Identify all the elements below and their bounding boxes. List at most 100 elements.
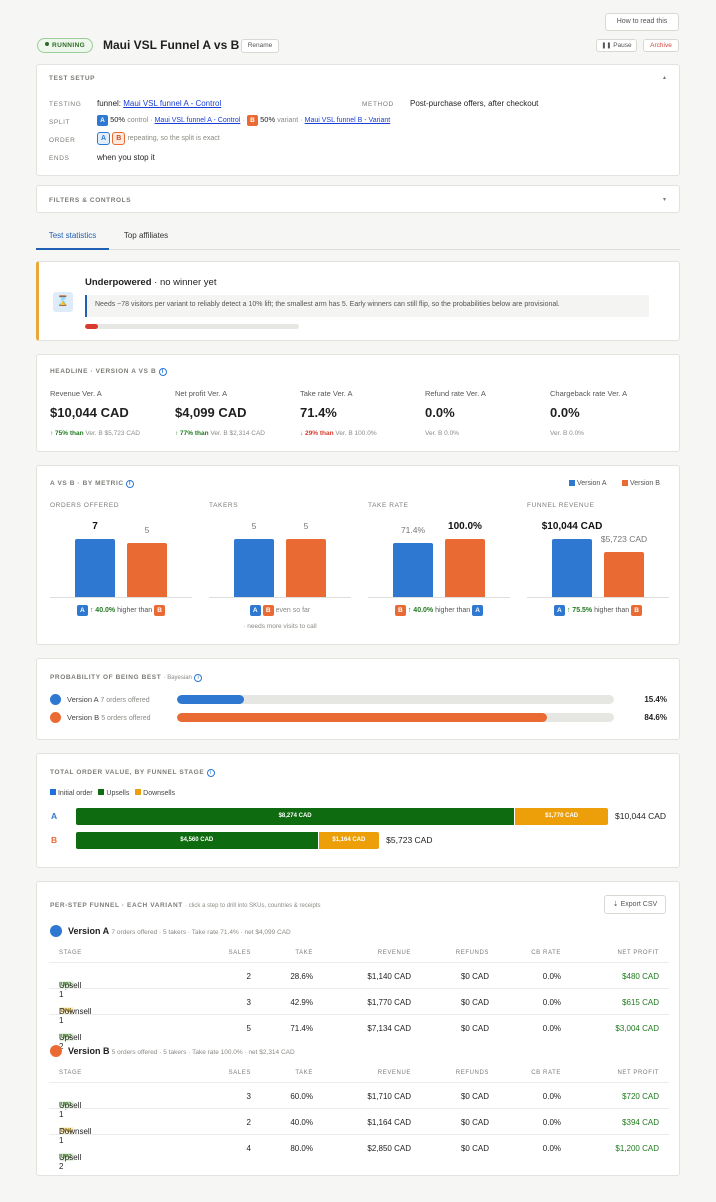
orders-offered: 5 orders offered xyxy=(101,715,151,722)
column-header: SALES xyxy=(228,1070,251,1076)
step-name: Upsell 1 xyxy=(59,1101,82,1119)
metric-group-title: TAKERS xyxy=(209,502,239,509)
filters-card[interactable]: FILTERS & CONTROLS ▾ xyxy=(36,185,680,213)
version-name: Version A xyxy=(67,695,99,704)
metric-label: Refund rate Ver. A xyxy=(425,389,486,398)
cell-take: 60.0% xyxy=(290,1092,313,1101)
cell-sales: 3 xyxy=(246,1092,251,1101)
download-icon: ⇣ xyxy=(612,901,619,908)
split-a-link[interactable]: Maui VSL funnel A - Control xyxy=(154,117,241,124)
info-icon[interactable]: i xyxy=(206,769,215,777)
info-icon[interactable]: i xyxy=(126,480,135,488)
how-to-read-button[interactable]: How to read this xyxy=(605,13,679,31)
info-icon[interactable]: i xyxy=(158,368,167,376)
cell-revenue: $1,710 CAD xyxy=(367,1092,411,1101)
version-dot xyxy=(50,925,62,937)
headline-heading-text: HEADLINE · VERSION A VS B xyxy=(50,368,157,375)
archive-button[interactable]: Archive xyxy=(643,39,679,52)
delta-reference: Ver. B 100.0% xyxy=(335,430,377,437)
collapse-icon[interactable]: ▴ xyxy=(663,75,667,81)
split-b-link[interactable]: Maui VSL funnel B - Variant xyxy=(304,117,391,124)
split-b-text: variant · xyxy=(277,117,303,124)
stage-total: $5,723 CAD xyxy=(386,835,433,845)
split-label: SPLIT xyxy=(49,119,71,126)
export-csv-button[interactable]: ⇣ Export CSV xyxy=(604,895,666,914)
testing-funnel-link[interactable]: Maui VSL funnel A - Control xyxy=(123,99,222,108)
probability-fill xyxy=(177,713,547,722)
note-text: even so far xyxy=(275,607,311,614)
stage-segment-upsell: $8,274 CAD xyxy=(76,808,515,825)
testing-value: funnel: Maui VSL funnel A - Control xyxy=(97,99,221,108)
legend-swatch-initial xyxy=(50,789,56,795)
status-badge: RUNNING xyxy=(37,38,94,53)
power-progress-bar xyxy=(85,324,299,329)
bar-version-a xyxy=(552,539,592,597)
note-pct: ↑ 75.5% xyxy=(566,607,593,614)
status-dot-icon xyxy=(45,42,49,46)
cell-sales: 2 xyxy=(246,1118,251,1127)
delta-reference: Ver. B $5,723 CAD xyxy=(85,430,140,437)
cell-take: 28.6% xyxy=(290,972,313,981)
a-vs-b-card: A VS B · BY METRIC i Version A Version B… xyxy=(36,465,680,645)
column-header: TAKE xyxy=(295,1070,313,1076)
step-tag: DN1 xyxy=(59,1127,75,1135)
cell-net-profit: $480 CAD xyxy=(622,972,659,981)
delta-value: ↑ 77% than xyxy=(175,430,209,437)
cell-sales: 2 xyxy=(246,972,251,981)
cell-cb-rate: 0.0% xyxy=(542,998,561,1007)
expand-icon[interactable]: ▾ xyxy=(663,197,667,203)
column-header: NET PROFIT xyxy=(617,950,659,956)
cell-revenue: $1,770 CAD xyxy=(367,998,411,1007)
headline-heading: HEADLINE · VERSION A VS B i xyxy=(50,368,167,376)
version-dot xyxy=(50,712,61,723)
split-a-pct: 50% xyxy=(110,115,126,124)
metric-label: Net profit Ver. A xyxy=(175,389,228,398)
bar-version-b xyxy=(604,551,644,597)
probability-track xyxy=(177,695,614,704)
pause-button[interactable]: ❚❚ Pause xyxy=(596,39,637,52)
cell-cb-rate: 0.0% xyxy=(542,1118,561,1127)
rename-button[interactable]: Rename xyxy=(241,39,279,53)
chip-b: B xyxy=(262,605,274,616)
method-label: METHOD xyxy=(362,101,394,108)
column-header: REFUNDS xyxy=(455,950,489,956)
per-step-heading: PER-STEP FUNNEL · EACH VARIANT · click a… xyxy=(50,900,320,909)
stage-heading-text: TOTAL ORDER VALUE, BY FUNNEL STAGE xyxy=(50,769,205,776)
order-label: ORDER xyxy=(49,137,76,144)
cell-refunds: $0 CAD xyxy=(460,1092,489,1101)
metric-group-title: ORDERS OFFERED xyxy=(50,502,120,509)
underpowered-alert: ⌛ Underpowered · no winner yet Needs ~78… xyxy=(36,261,680,341)
metric-label: Take rate Ver. A xyxy=(300,389,353,398)
metric-label: Revenue Ver. A xyxy=(50,389,102,398)
metric-delta: ↑ 77% than Ver. B $2,314 CAD xyxy=(175,430,265,437)
info-icon[interactable]: i xyxy=(194,674,203,682)
step-tag: UP1 xyxy=(59,981,74,989)
legend-swatch-b xyxy=(622,480,628,486)
probability-heading: PROBABILITY OF BEING BEST · Bayesian i xyxy=(50,672,203,682)
cell-refunds: $0 CAD xyxy=(460,1144,489,1153)
delta-value: ↓ 29% than xyxy=(300,430,334,437)
note-text: higher than xyxy=(435,607,471,614)
status-text: RUNNING xyxy=(52,42,86,49)
tab-test-statistics[interactable]: Test statistics xyxy=(36,225,109,250)
cell-net-profit: $3,004 CAD xyxy=(615,1024,659,1033)
cell-revenue: $1,140 CAD xyxy=(367,972,411,981)
per-step-sub: · click a step to drill into SKUs, count… xyxy=(185,903,321,909)
metric-value: 0.0% xyxy=(550,405,580,420)
tab-top-affiliates[interactable]: Top affiliates xyxy=(123,231,169,240)
testing-prefix: funnel: xyxy=(97,99,122,108)
metric-group-title: FUNNEL REVENUE xyxy=(527,502,595,509)
cell-cb-rate: 0.0% xyxy=(542,1144,561,1153)
headline-card: HEADLINE · VERSION A VS B i Revenue Ver.… xyxy=(36,354,680,452)
bar-label-a: 7 xyxy=(92,521,98,532)
version-name: Version B xyxy=(67,713,100,722)
order-chip-b: B xyxy=(112,132,126,145)
metric-delta: Ver. B 0.0% xyxy=(425,430,459,437)
step-name: Upsell 2 xyxy=(59,1153,82,1171)
